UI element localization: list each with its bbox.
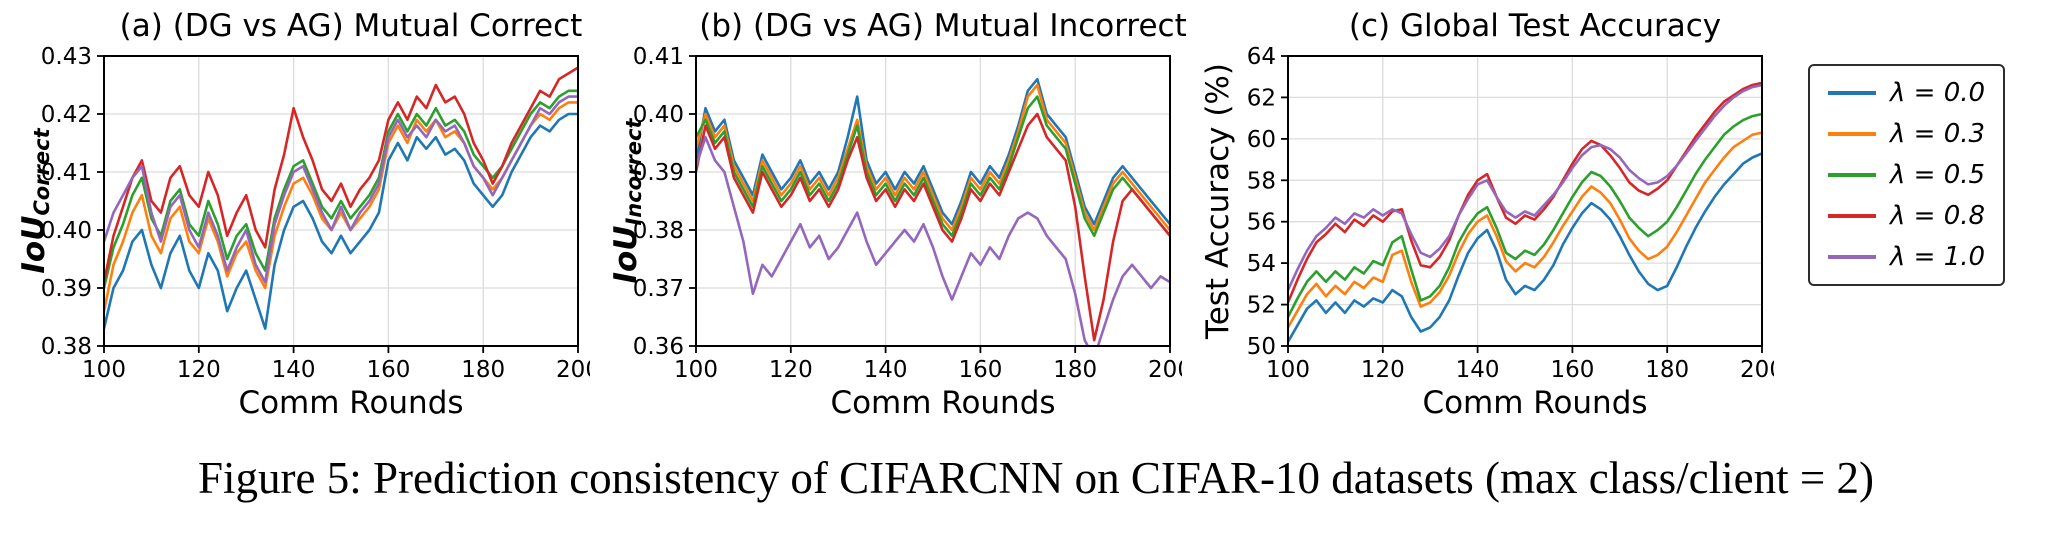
svg-text:58: 58 (1247, 168, 1276, 194)
svg-text:0.37: 0.37 (633, 276, 684, 302)
legend-line-swatch (1828, 172, 1876, 178)
svg-text:50: 50 (1247, 334, 1276, 360)
legend-item-lambda-0.5: λ = 0.5 (1828, 160, 1985, 190)
svg-text:120: 120 (1361, 357, 1405, 383)
svg-text:180: 180 (1645, 357, 1689, 383)
svg-text:60: 60 (1247, 127, 1276, 153)
chart-a-xlabel: Comm Rounds (238, 385, 464, 421)
svg-text:160: 160 (1550, 357, 1594, 383)
chart-a-title: (a) (DG vs AG) Mutual Correct (119, 8, 583, 44)
svg-text:140: 140 (864, 357, 908, 383)
svg-text:200: 200 (1148, 357, 1182, 383)
svg-text:0.40: 0.40 (633, 102, 684, 128)
svg-text:0.40: 0.40 (41, 218, 92, 244)
svg-text:200: 200 (1740, 357, 1774, 383)
svg-text:100: 100 (674, 357, 718, 383)
svg-text:100: 100 (1266, 357, 1310, 383)
chart-c-xlabel: Comm Rounds (1422, 385, 1648, 421)
svg-text:0.36: 0.36 (633, 334, 684, 360)
legend-item-lambda-0.3: λ = 0.3 (1828, 119, 1985, 149)
chart-b-title: (b) (DG vs AG) Mutual Incorrect (699, 8, 1187, 44)
svg-text:120: 120 (769, 357, 813, 383)
chart-b: (b) (DG vs AG) Mutual Incorrect 100 120 14… (610, 6, 1202, 424)
legend-line-swatch (1828, 131, 1876, 137)
svg-text:Test Accuracy (%): Test Accuracy (%) (1202, 63, 1236, 340)
legend-line-swatch (1828, 254, 1876, 260)
chart-b-xlabel: Comm Rounds (830, 385, 1056, 421)
svg-text:0.39: 0.39 (41, 276, 92, 302)
legend-line-swatch (1828, 213, 1876, 219)
svg-text:200: 200 (556, 357, 590, 383)
legend-label: λ = 0.0 (1890, 78, 1986, 108)
svg-text:120: 120 (177, 357, 221, 383)
legend-item-lambda-0.8: λ = 0.8 (1828, 201, 1985, 231)
svg-text:IoUCorrect: IoUCorrect (18, 127, 54, 273)
legend-label: λ = 0.5 (1890, 160, 1986, 190)
svg-text:0.38: 0.38 (633, 218, 684, 244)
svg-text:180: 180 (1053, 357, 1097, 383)
svg-text:140: 140 (1456, 357, 1500, 383)
svg-text:54: 54 (1247, 251, 1276, 277)
svg-text:64: 64 (1247, 46, 1276, 70)
legend: λ = 0.0 λ = 0.3 λ = 0.5 λ = 0.8 λ = 1.0 (1808, 64, 2006, 286)
chart-c-canvas: 100 120 140 160 180 200 50 52 54 56 58 60 62 64 Test A… (1202, 46, 1774, 383)
legend-label: λ = 0.3 (1890, 119, 1986, 149)
svg-text:0.39: 0.39 (633, 160, 684, 186)
legend-item-lambda-0.0: λ = 0.0 (1828, 78, 1985, 108)
svg-text:180: 180 (461, 357, 505, 383)
legend-label: λ = 0.8 (1890, 201, 1986, 231)
svg-text:160: 160 (958, 357, 1002, 383)
figure-caption: Figure 5: Prediction consistency of CIFA… (198, 453, 1874, 503)
chart-c: (c) Global Test Accuracy 100 120 140 160 180… (1202, 6, 1794, 424)
svg-text:160: 160 (366, 357, 410, 383)
svg-text:52: 52 (1247, 293, 1276, 319)
svg-text:56: 56 (1247, 210, 1276, 236)
svg-text:IoUIncorrect: IoUIncorrect (610, 117, 646, 283)
svg-text:0.41: 0.41 (41, 160, 92, 186)
chart-a: (a) (DG vs AG) Mutual Correct 100 120 140 1… (18, 6, 610, 424)
svg-text:0.43: 0.43 (41, 46, 92, 70)
chart-c-title: (c) Global Test Accuracy (1348, 8, 1722, 44)
svg-text:0.42: 0.42 (41, 102, 92, 128)
svg-text:62: 62 (1247, 85, 1276, 111)
chart-a-canvas: 100 120 140 160 180 200 0.38 0.39 0.40 0.41 0.42 0.… (18, 46, 590, 383)
svg-text:0.38: 0.38 (41, 334, 92, 360)
figure-panels: (a) (DG vs AG) Mutual Correct 100 120 140 1… (18, 6, 2006, 424)
legend-item-lambda-1.0: λ = 1.0 (1828, 242, 1985, 272)
legend-line-swatch (1828, 90, 1876, 96)
chart-b-canvas: 100 120 140 160 180 200 0.36 0.37 0.38 0.39 0.40 0.… (610, 46, 1182, 383)
svg-text:100: 100 (82, 357, 126, 383)
legend-label: λ = 1.0 (1890, 242, 1986, 272)
svg-text:140: 140 (272, 357, 316, 383)
svg-text:0.41: 0.41 (633, 46, 684, 70)
